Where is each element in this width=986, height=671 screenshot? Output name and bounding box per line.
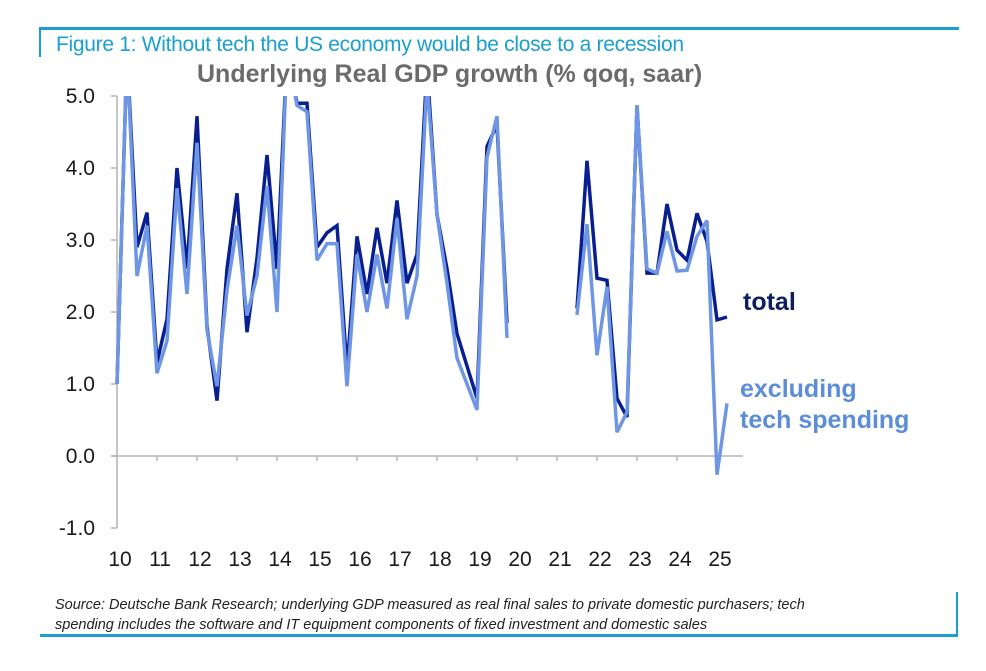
x-tick-label: 20: [508, 548, 531, 571]
series-total-line: [575, 105, 728, 418]
legend-excluding-line2: tech spending: [740, 406, 910, 434]
left-rule: [39, 27, 41, 57]
x-tick-label: 18: [428, 548, 451, 571]
y-tick-label: 5.0: [66, 85, 95, 108]
y-tick-label: 2.0: [66, 301, 95, 324]
x-tick-label: 13: [228, 548, 251, 571]
y-tick-label: -1.0: [59, 517, 95, 540]
x-tick-label: 14: [268, 548, 292, 571]
source-line-1: Source: Deutsche Bank Research; underlyi…: [55, 597, 805, 613]
source-note: Source: Deutsche Bank Research; underlyi…: [55, 595, 935, 635]
y-tick-label: 0.0: [66, 445, 95, 468]
x-tick-label: 12: [188, 548, 211, 571]
bottom-rule: [40, 634, 958, 637]
right-rule: [956, 592, 958, 634]
x-tick-label: 21: [548, 548, 571, 571]
top-rule: [40, 27, 959, 30]
legend-excluding-tech: excluding tech spending: [740, 374, 909, 436]
x-axis: 10 11 12 13 14 15 16 17 18 19 20 21 22 23 24 25: [108, 455, 743, 571]
y-axis: 5.0 4.0 3.0 2.0 1.0 0.0 -1.0: [59, 85, 118, 540]
series-layer: [115, 96, 729, 475]
legend-total: total: [743, 288, 796, 316]
series-excluding-tech-line: [575, 105, 729, 475]
y-tick-label: 4.0: [66, 157, 95, 180]
x-tick-label: 15: [308, 548, 331, 571]
legend-excluding-line1: excluding: [740, 375, 857, 403]
x-tick-label: 17: [388, 548, 411, 571]
x-tick-label: 22: [588, 548, 611, 571]
series-excluding-tech-line: [115, 96, 509, 411]
x-tick-label: 10: [108, 548, 131, 571]
y-tick-label: 1.0: [66, 373, 95, 396]
x-tick-label: 23: [628, 548, 651, 571]
chart-title: Underlying Real GDP growth (% qoq, saar): [197, 60, 703, 88]
x-tick-label: 25: [708, 548, 731, 571]
y-tick-label: 3.0: [66, 229, 95, 252]
x-tick-label: 24: [668, 548, 692, 571]
x-tick-label: 11: [149, 548, 171, 571]
x-tick-label: 19: [468, 548, 491, 571]
x-tick-label: 16: [348, 548, 371, 571]
figure-label: Figure 1: Without tech the US economy wo…: [56, 33, 684, 56]
source-line-2: spending includes the software and IT eq…: [55, 617, 708, 633]
